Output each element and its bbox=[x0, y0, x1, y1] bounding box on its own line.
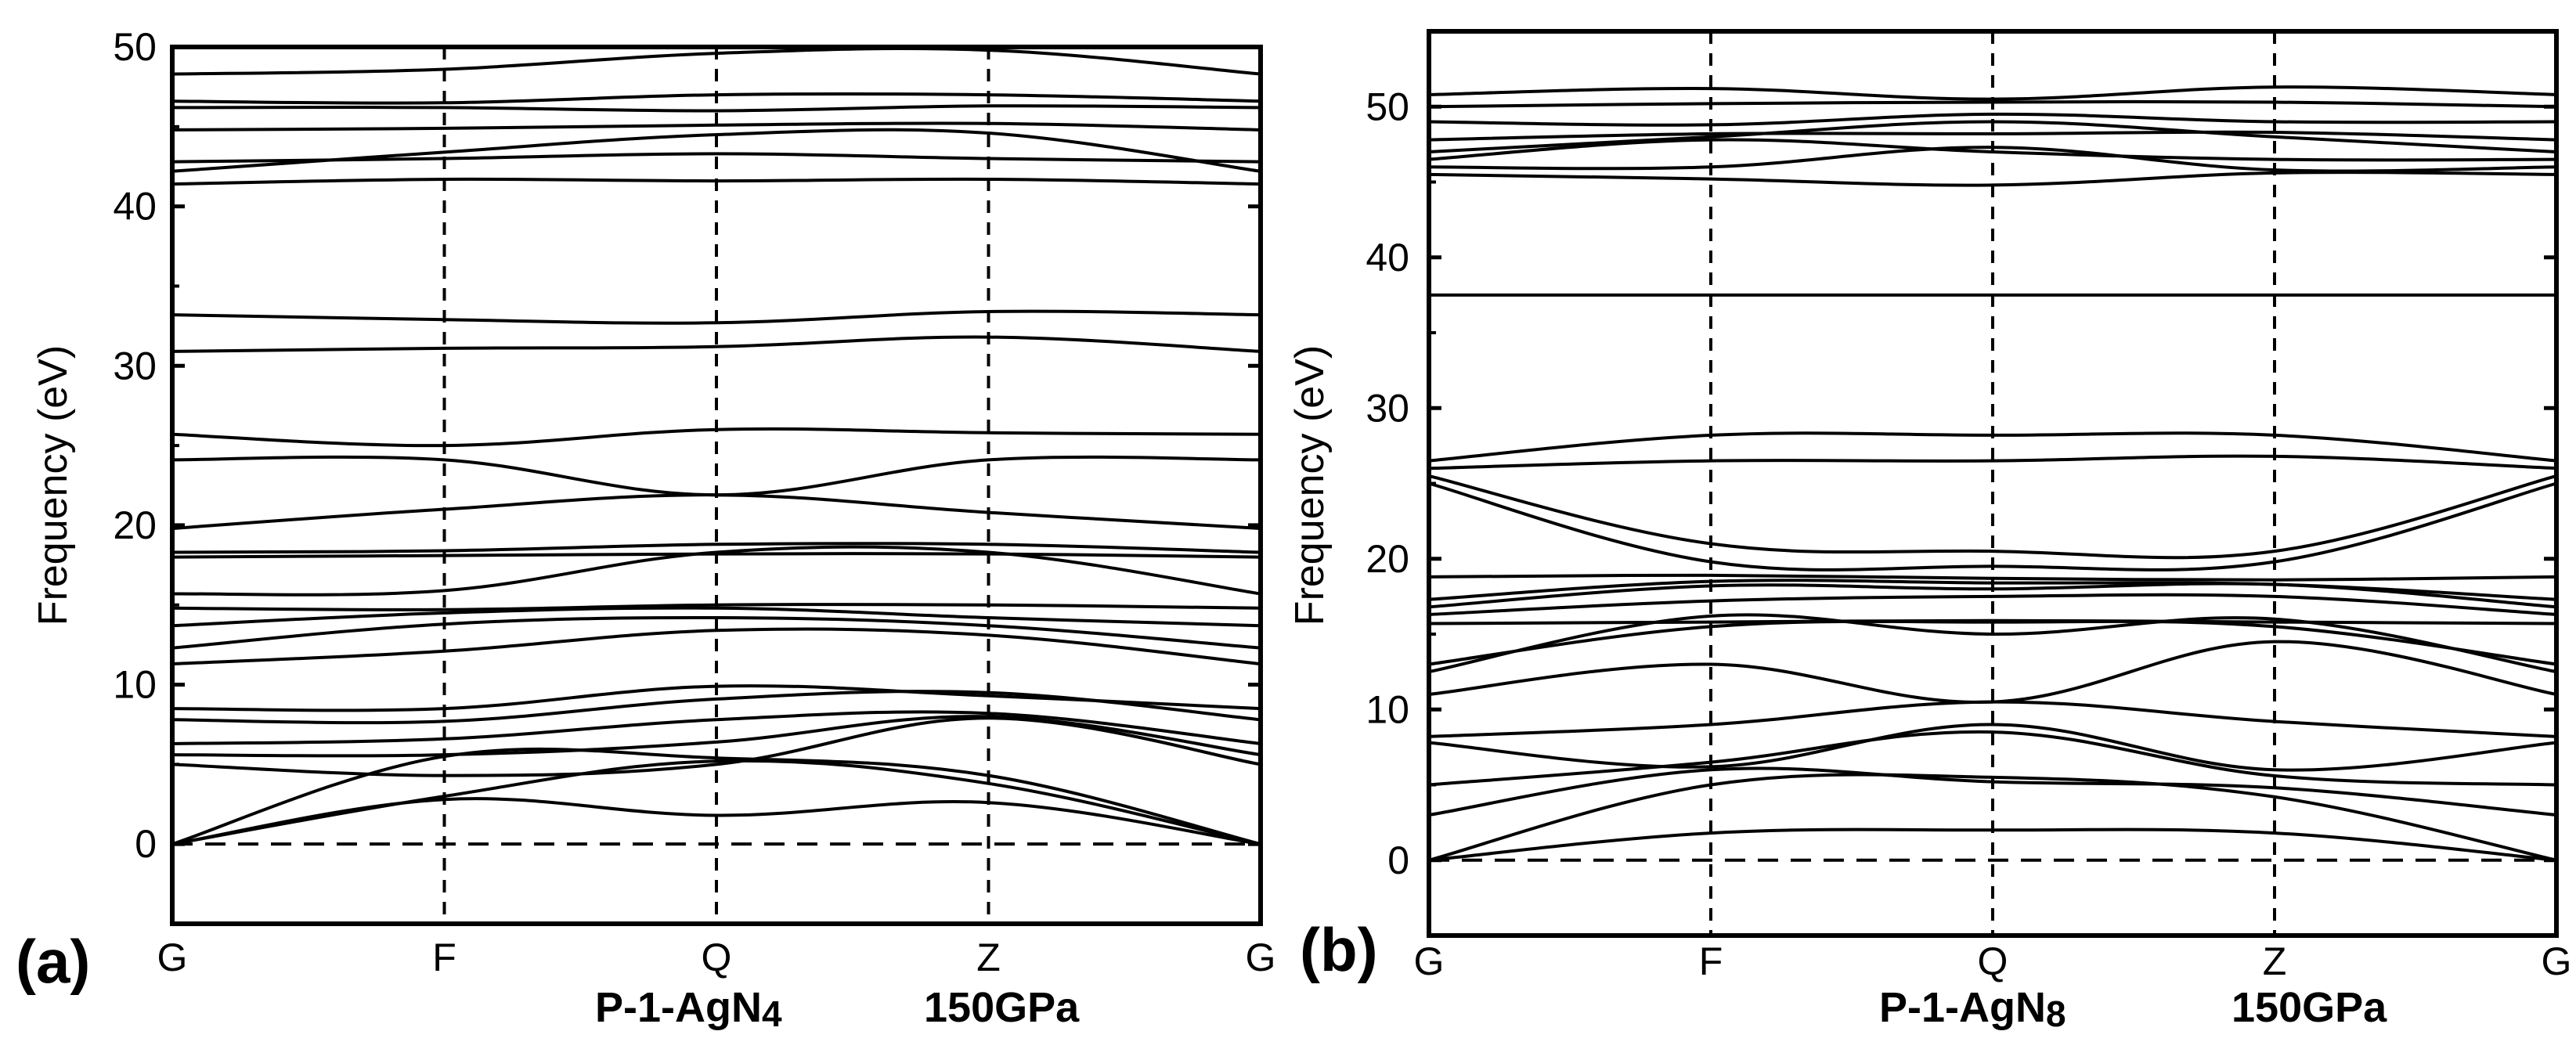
panel-b-caption-compound: P-1-AgN8 bbox=[1879, 984, 2066, 1034]
panel-a-band-b12 bbox=[171, 603, 1261, 611]
panel-b-yticks: 0 10 20 30 40 50 bbox=[1366, 85, 2556, 882]
panel-a-band-b20 bbox=[171, 309, 1261, 325]
panel-b-xtick-label-0: G bbox=[1414, 939, 1445, 983]
panel-b-band-b8 bbox=[1428, 613, 2557, 674]
panel-b-xtick-label-4: G bbox=[2542, 939, 2572, 983]
panel-b-band-b13 bbox=[1428, 579, 2557, 601]
panel-b-ytick-label: 50 bbox=[1366, 85, 1409, 128]
panel-a-band-b4 bbox=[171, 716, 1261, 777]
panel-b-ytick-label: 0 bbox=[1387, 838, 1409, 882]
panel-b-band-b18 bbox=[1428, 431, 2557, 463]
panel-b-band-b25 bbox=[1428, 112, 2557, 127]
panel-a-band-b8 bbox=[171, 684, 1261, 712]
panel-a-caption-compound: P-1-AgN4 bbox=[595, 984, 782, 1034]
panel-a-band-b6 bbox=[171, 710, 1261, 745]
panel-b-band-b17 bbox=[1428, 454, 2557, 471]
panel-a-band-b10 bbox=[171, 615, 1261, 650]
panel-b-band-b3 bbox=[1428, 766, 2557, 817]
panel-a-band-b5 bbox=[171, 715, 1261, 758]
panel-a-caption-subscript: 4 bbox=[762, 993, 782, 1034]
panel-a: 0 10 20 30 40 50 G F Q Z G Frequency (eV) (a) P-1… bbox=[16, 25, 1275, 1034]
panel-b-band-b23 bbox=[1428, 120, 2557, 153]
panel-b-band-b22 bbox=[1428, 138, 2557, 162]
panel-a-band-b13 bbox=[171, 545, 1261, 597]
panel-a-band-b26 bbox=[171, 92, 1261, 105]
panel-b-band-b27 bbox=[1428, 85, 2557, 101]
panel-b-band-b16 bbox=[1428, 474, 2557, 560]
panel-a-band-b9 bbox=[171, 627, 1261, 666]
panel-b-ytick-label: 30 bbox=[1366, 386, 1409, 430]
panel-a-band-b23 bbox=[171, 152, 1261, 164]
panel-a-band-b19 bbox=[171, 335, 1261, 353]
panel-b-band-b4 bbox=[1428, 730, 2557, 787]
panel-a-band-b15 bbox=[171, 542, 1261, 554]
panel-a-ytick-label: 50 bbox=[113, 25, 157, 69]
panel-b-ytick-label: 40 bbox=[1366, 236, 1409, 279]
panel-b-xtick-label-1: F bbox=[1699, 939, 1723, 983]
panel-b-band-b7 bbox=[1428, 640, 2557, 704]
panel-b-label: (b) bbox=[1300, 915, 1378, 984]
panel-a-band-b27 bbox=[171, 47, 1261, 76]
panel-b-ylabel: Frequency (eV) bbox=[1287, 345, 1333, 626]
panel-a-xtick-label-4: G bbox=[1246, 936, 1276, 979]
panel-a-bands bbox=[171, 47, 1261, 924]
panel-a-band-b17 bbox=[171, 455, 1261, 497]
panel-b-band-b5 bbox=[1428, 723, 2557, 772]
panel-a-band-b25 bbox=[171, 104, 1261, 113]
panel-a-xtick-label-0: G bbox=[157, 936, 188, 979]
panel-a-xtick-label-3: Z bbox=[976, 936, 1001, 979]
panel-a-band-b14 bbox=[171, 552, 1261, 559]
panel-b-band-b1 bbox=[1428, 827, 2557, 862]
panel-a-label: (a) bbox=[16, 927, 90, 996]
panel-b-ytick-label: 10 bbox=[1366, 687, 1409, 731]
panel-b-band-b24 bbox=[1428, 130, 2557, 142]
panel-a-ytick-label: 10 bbox=[113, 663, 157, 707]
panel-b-bands bbox=[1428, 31, 2557, 936]
panel-b-band-b11 bbox=[1428, 593, 2557, 616]
panel-a-band-b1 bbox=[171, 797, 1261, 846]
panel-a-ytick-label: 30 bbox=[113, 344, 157, 388]
panel-b-band-b14 bbox=[1428, 573, 2557, 582]
panel-b-band-b10 bbox=[1428, 618, 2557, 626]
panel-a-caption-pressure: 150GPa bbox=[924, 984, 1080, 1031]
panel-b-caption-pressure: 150GPa bbox=[2231, 984, 2387, 1031]
panel-a-ylabel: Frequency (eV) bbox=[31, 345, 76, 626]
panel-b-band-b2 bbox=[1428, 773, 2557, 862]
panel-b-ytick-label: 20 bbox=[1366, 537, 1409, 581]
panel-b-band-b26 bbox=[1428, 99, 2557, 109]
panel-b-caption-subscript: 8 bbox=[2046, 993, 2066, 1034]
panel-a-band-b18 bbox=[171, 427, 1261, 448]
panel-a-xtick-label-2: Q bbox=[702, 936, 732, 979]
panel-a-xtick-label-1: F bbox=[432, 936, 456, 979]
panel-a-band-b2 bbox=[171, 759, 1261, 846]
panel-b-band-b15 bbox=[1428, 481, 2557, 571]
panel-b-xtick-label-2: Q bbox=[1978, 939, 2008, 983]
panel-a-yticks: 0 10 20 30 40 50 bbox=[113, 25, 1261, 866]
panel-b-xtick-label-3: Z bbox=[2263, 939, 2287, 983]
panel-a-ytick-label: 40 bbox=[113, 185, 157, 229]
panel-a-ytick-label: 20 bbox=[113, 503, 157, 547]
panel-b-band-b12 bbox=[1428, 582, 2557, 609]
panel-a-band-b24 bbox=[171, 121, 1261, 132]
panel-a-ytick-label: 0 bbox=[135, 822, 157, 866]
panel-a-band-b3 bbox=[171, 747, 1261, 846]
panel-b-band-b21 bbox=[1428, 146, 2557, 173]
panel-a-frame bbox=[170, 45, 1263, 926]
panel-a-band-b21 bbox=[171, 177, 1261, 186]
panel-b: 0 10 20 30 40 50 G F Q Z G Frequency (eV) (b) P-1… bbox=[1287, 29, 2572, 1034]
panel-a-band-b11 bbox=[171, 606, 1261, 628]
